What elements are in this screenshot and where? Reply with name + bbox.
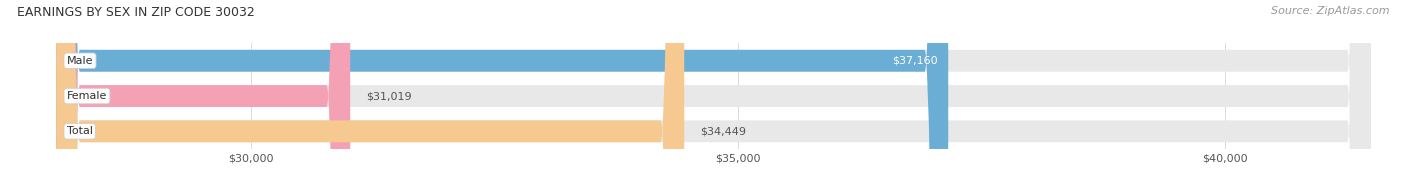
FancyBboxPatch shape xyxy=(56,0,350,196)
Text: $31,019: $31,019 xyxy=(366,91,412,101)
Text: $34,449: $34,449 xyxy=(700,126,747,136)
Text: Female: Female xyxy=(66,91,107,101)
Text: Total: Total xyxy=(66,126,93,136)
FancyBboxPatch shape xyxy=(56,0,1371,196)
FancyBboxPatch shape xyxy=(56,0,1371,196)
Text: Male: Male xyxy=(66,56,93,66)
FancyBboxPatch shape xyxy=(56,0,1371,196)
FancyBboxPatch shape xyxy=(56,0,948,196)
FancyBboxPatch shape xyxy=(56,0,685,196)
Text: $37,160: $37,160 xyxy=(891,56,938,66)
Text: EARNINGS BY SEX IN ZIP CODE 30032: EARNINGS BY SEX IN ZIP CODE 30032 xyxy=(17,6,254,19)
Text: Source: ZipAtlas.com: Source: ZipAtlas.com xyxy=(1271,6,1389,16)
